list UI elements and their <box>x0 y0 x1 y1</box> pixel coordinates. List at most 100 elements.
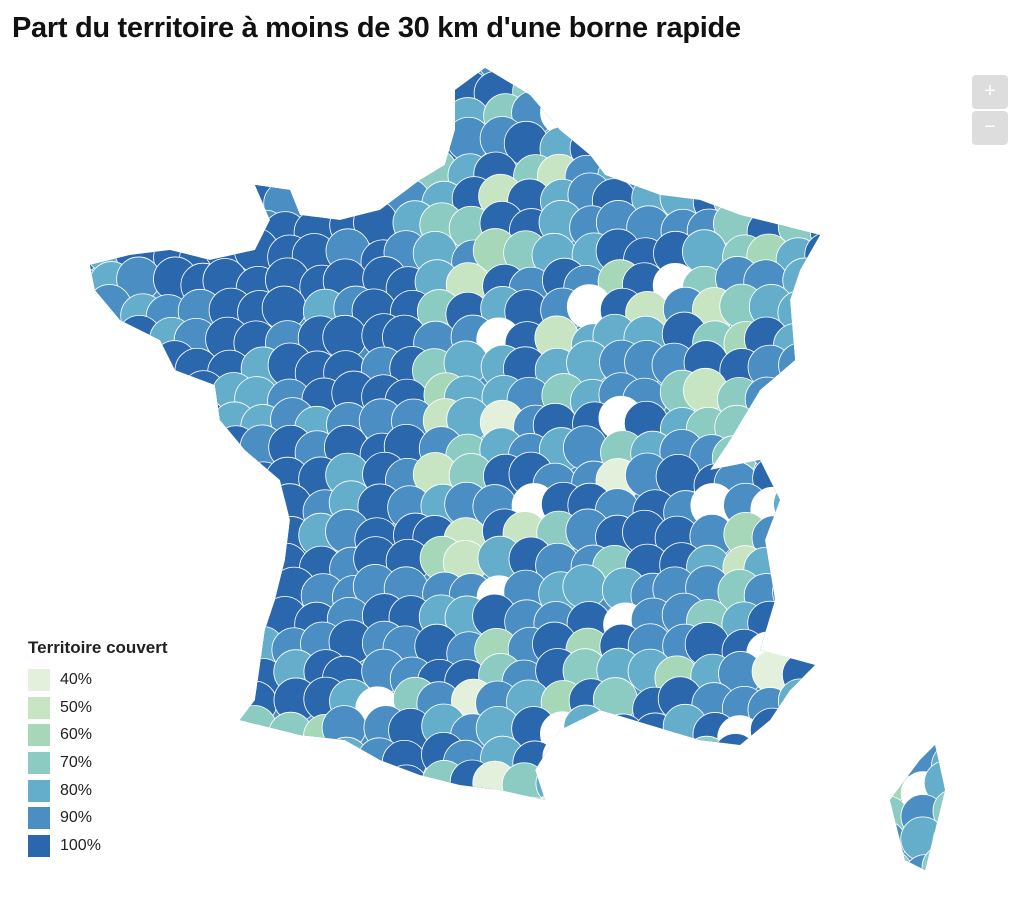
department <box>90 344 132 389</box>
department <box>902 515 945 560</box>
department <box>358 116 403 162</box>
department <box>930 175 945 221</box>
department <box>926 685 945 731</box>
department <box>900 313 945 358</box>
department <box>810 655 856 701</box>
department <box>242 824 288 870</box>
department <box>241 68 287 86</box>
department <box>90 401 101 447</box>
department <box>90 592 103 638</box>
department <box>231 705 277 750</box>
department <box>623 123 669 169</box>
department <box>90 207 127 253</box>
department <box>809 790 854 836</box>
department <box>810 401 856 447</box>
department <box>808 570 854 615</box>
department <box>177 735 222 781</box>
department <box>903 628 945 674</box>
department <box>808 765 853 810</box>
department <box>386 68 432 113</box>
department <box>352 70 398 116</box>
department <box>866 116 912 162</box>
department <box>624 826 670 870</box>
department <box>237 735 283 781</box>
department <box>782 795 828 841</box>
zoom-out-button[interactable]: − <box>972 111 1008 145</box>
department <box>542 734 588 780</box>
department <box>837 209 882 255</box>
department <box>749 707 795 753</box>
department <box>658 849 704 870</box>
department <box>208 568 254 614</box>
department <box>115 428 160 474</box>
department <box>869 572 914 618</box>
department <box>90 373 98 419</box>
department <box>805 69 851 115</box>
department <box>121 490 167 536</box>
department <box>594 846 640 870</box>
department <box>752 795 798 841</box>
department <box>596 736 642 782</box>
department <box>150 454 196 500</box>
department <box>841 735 887 780</box>
department <box>207 123 252 168</box>
department <box>807 125 853 170</box>
department <box>871 652 917 698</box>
department <box>834 679 880 725</box>
zoom-in-button[interactable]: + <box>972 75 1008 109</box>
department <box>210 847 256 870</box>
department <box>863 68 908 79</box>
department <box>811 293 857 339</box>
department <box>351 68 397 88</box>
department <box>355 148 401 193</box>
department <box>843 376 889 421</box>
department <box>569 97 615 143</box>
department <box>355 764 400 810</box>
department <box>90 489 135 535</box>
department <box>90 571 108 617</box>
department <box>90 403 136 448</box>
department <box>806 152 852 198</box>
department <box>566 768 612 813</box>
department <box>626 741 672 787</box>
department <box>325 122 371 168</box>
department <box>773 481 818 527</box>
department <box>414 98 460 144</box>
department <box>292 123 338 169</box>
department <box>776 458 822 503</box>
department <box>355 826 401 870</box>
department <box>931 291 945 337</box>
department <box>802 456 848 502</box>
department <box>210 509 255 555</box>
department <box>932 714 945 759</box>
department <box>780 768 826 814</box>
department <box>866 375 911 421</box>
department <box>116 68 162 113</box>
department <box>120 538 165 584</box>
department <box>627 68 673 110</box>
department <box>446 789 492 835</box>
department <box>302 739 348 785</box>
department <box>812 735 858 780</box>
department <box>90 432 128 477</box>
department <box>569 826 614 870</box>
department <box>177 844 223 870</box>
department <box>593 125 639 170</box>
department <box>779 734 825 780</box>
department <box>923 650 945 696</box>
department <box>209 596 255 642</box>
department <box>839 294 885 340</box>
department <box>540 90 585 135</box>
department <box>715 826 761 870</box>
department <box>622 769 668 814</box>
department <box>872 321 918 367</box>
department <box>149 404 195 450</box>
department <box>201 709 247 754</box>
department <box>206 210 251 256</box>
department <box>381 739 427 785</box>
department <box>931 208 945 254</box>
department <box>660 815 705 861</box>
department <box>802 480 848 526</box>
department <box>235 760 281 806</box>
department <box>683 151 729 197</box>
